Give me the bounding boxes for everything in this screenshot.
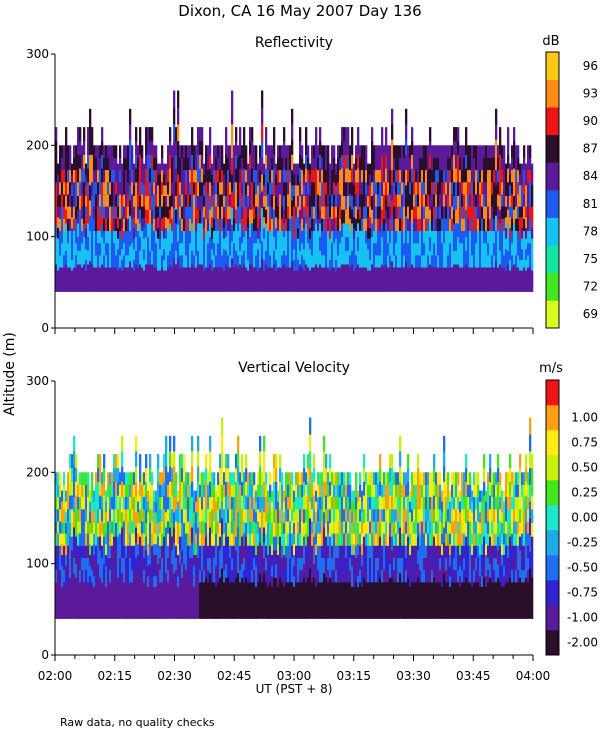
velocity-colorbar-label: -0.75 bbox=[567, 586, 598, 600]
reflectivity-colorbar-label: 81 bbox=[583, 197, 598, 211]
reflectivity-colorbar-label: 87 bbox=[583, 142, 598, 156]
reflectivity-colorbar-unit: dB bbox=[542, 34, 559, 49]
reflectivity-colorbar-label: 75 bbox=[583, 252, 598, 266]
x-axis-label: UT (PST + 8) bbox=[256, 682, 333, 696]
velocity-colorbar-swatch bbox=[546, 480, 559, 505]
reflectivity-colorbar-swatch bbox=[546, 80, 559, 108]
reflectivity-panel: 0 100 200 300 69 72 75 78 81 84 87 90 93 96 bbox=[26, 47, 598, 335]
reflectivity-colorbar-swatch bbox=[546, 107, 559, 135]
velocity-y-tick-label: 300 bbox=[26, 374, 49, 388]
velocity-panel-title: Vertical Velocity bbox=[238, 360, 350, 376]
velocity-colorbar-label: 0.25 bbox=[571, 486, 598, 500]
figure-title: Dixon, CA 16 May 2007 Day 136 bbox=[178, 2, 421, 20]
reflectivity-colorbar-swatch bbox=[546, 135, 559, 163]
x-tick-label: 03:15 bbox=[336, 669, 371, 683]
velocity-colorbar-swatch bbox=[546, 580, 559, 605]
velocity-colorbar-label: -0.25 bbox=[567, 536, 598, 550]
reflectivity-y-tick-label: 0 bbox=[41, 321, 49, 335]
reflectivity-y-tick-label: 100 bbox=[26, 230, 49, 244]
velocity-colorbar-swatch bbox=[546, 380, 559, 405]
x-tick-label: 02:45 bbox=[217, 669, 252, 683]
velocity-colorbar-swatch bbox=[546, 530, 559, 555]
velocity-colorbar-label: 0.75 bbox=[571, 436, 598, 450]
reflectivity-colorbar-swatch bbox=[546, 190, 559, 218]
velocity-colorbar-swatch bbox=[546, 505, 559, 530]
velocity-colorbar-label: -2.00 bbox=[567, 636, 598, 650]
reflectivity-colorbar-label: 69 bbox=[583, 307, 598, 321]
velocity-colorbar-unit: m/s bbox=[539, 361, 563, 376]
velocity-heatmap bbox=[55, 418, 533, 619]
velocity-y-tick-label: 200 bbox=[26, 465, 49, 479]
reflectivity-colorbar-swatch bbox=[546, 273, 559, 301]
x-tick-label: 02:30 bbox=[157, 669, 192, 683]
velocity-colorbar-label: 0.00 bbox=[571, 511, 598, 525]
x-tick-label: 03:45 bbox=[456, 669, 491, 683]
reflectivity-colorbar-label: 78 bbox=[583, 224, 598, 238]
reflectivity-colorbar-label: 96 bbox=[583, 59, 598, 73]
velocity-colorbar-swatch bbox=[546, 455, 559, 480]
reflectivity-colorbar-label: 72 bbox=[583, 280, 598, 294]
x-tick-label: 03:00 bbox=[277, 669, 312, 683]
reflectivity-panel-title: Reflectivity bbox=[255, 35, 333, 51]
velocity-colorbar-label: 1.00 bbox=[571, 411, 598, 425]
x-tick-label: 03:30 bbox=[396, 669, 431, 683]
velocity-colorbar-swatch bbox=[546, 405, 559, 430]
velocity-y-tick-label: 100 bbox=[26, 557, 49, 571]
reflectivity-colorbar-label: 84 bbox=[583, 169, 598, 183]
velocity-colorbar-label: -0.50 bbox=[567, 561, 598, 575]
x-tick-label: 04:00 bbox=[516, 669, 551, 683]
reflectivity-heatmap bbox=[55, 91, 533, 292]
velocity-colorbar-swatch bbox=[546, 430, 559, 455]
reflectivity-y-tick-label: 200 bbox=[26, 138, 49, 152]
reflectivity-colorbar-swatch bbox=[546, 52, 559, 80]
reflectivity-colorbar-label: 93 bbox=[583, 86, 598, 100]
velocity-colorbar-swatch bbox=[546, 555, 559, 580]
velocity-y-tick-label: 0 bbox=[41, 648, 49, 662]
x-tick-label: 02:00 bbox=[38, 669, 73, 683]
reflectivity-y-tick-label: 300 bbox=[26, 47, 49, 61]
velocity-colorbar-swatch bbox=[546, 605, 559, 630]
footnote: Raw data, no quality checks bbox=[60, 716, 215, 729]
velocity-panel: 0 100 200 300 02:00 02:15 02:30 02:45 03:00 03:15… bbox=[26, 374, 598, 683]
reflectivity-colorbar-swatch bbox=[546, 300, 559, 328]
reflectivity-colorbar-swatch bbox=[546, 218, 559, 246]
y-axis-label: Altitude (m) bbox=[2, 332, 18, 416]
x-tick-label: 02:15 bbox=[97, 669, 132, 683]
velocity-colorbar-swatch bbox=[546, 630, 559, 655]
reflectivity-colorbar-swatch bbox=[546, 162, 559, 190]
reflectivity-colorbar-label: 90 bbox=[583, 114, 598, 128]
reflectivity-colorbar-swatch bbox=[546, 245, 559, 273]
velocity-colorbar-label: -1.00 bbox=[567, 611, 598, 625]
velocity-colorbar-label: 0.50 bbox=[571, 461, 598, 475]
